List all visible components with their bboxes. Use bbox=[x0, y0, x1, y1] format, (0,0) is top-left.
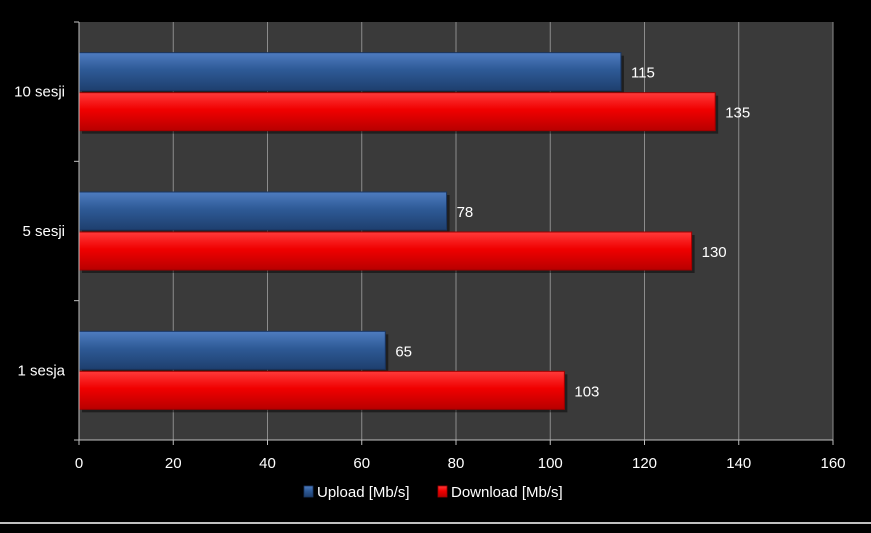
x-tick-label-4: 80 bbox=[448, 455, 465, 472]
legend-swatch-0 bbox=[303, 485, 314, 498]
legend-label-1: Download [Mb/s] bbox=[451, 484, 563, 501]
x-tick-label-8: 160 bbox=[820, 455, 845, 472]
bar-s1-c2 bbox=[78, 370, 565, 410]
bar-s0-c1 bbox=[78, 191, 448, 231]
value-label-s0-c1: 78 bbox=[457, 204, 474, 221]
legend-label-0: Upload [Mb/s] bbox=[317, 484, 410, 501]
x-tick-label-3: 60 bbox=[353, 455, 370, 472]
value-label-s1-c1: 130 bbox=[702, 244, 727, 261]
bar-s0-c0 bbox=[78, 52, 622, 92]
category-label-0: 10 sesji bbox=[14, 84, 65, 101]
x-tick-label-1: 20 bbox=[165, 455, 182, 472]
x-tick-label-5: 100 bbox=[538, 455, 563, 472]
legend: Upload [Mb/s] Download [Mb/s] bbox=[303, 484, 563, 501]
bar-s1-c1 bbox=[78, 231, 693, 271]
x-tick-label-6: 120 bbox=[632, 455, 657, 472]
x-tick-label-0: 0 bbox=[75, 455, 83, 472]
x-tick-label-7: 140 bbox=[726, 455, 751, 472]
x-tick-label-2: 40 bbox=[259, 455, 276, 472]
value-label-s1-c0: 135 bbox=[725, 105, 750, 122]
value-label-s1-c2: 103 bbox=[574, 383, 599, 400]
gridlines bbox=[172, 22, 834, 440]
axes: 0 20 40 60 80 100 120 140 160 10 sesji 5 sesji 1 se… bbox=[14, 21, 846, 472]
bars bbox=[78, 52, 719, 413]
data-labels: 115 135 78 130 65 103 bbox=[395, 65, 750, 401]
category-label-1: 5 sesji bbox=[22, 223, 65, 240]
category-label-2: 1 sesja bbox=[17, 362, 65, 379]
legend-swatch-1 bbox=[437, 485, 448, 498]
value-label-s0-c0: 115 bbox=[631, 65, 655, 82]
bar-s1-c0 bbox=[78, 92, 716, 132]
value-label-s0-c2: 65 bbox=[395, 343, 412, 360]
bar-s0-c2 bbox=[78, 330, 386, 370]
